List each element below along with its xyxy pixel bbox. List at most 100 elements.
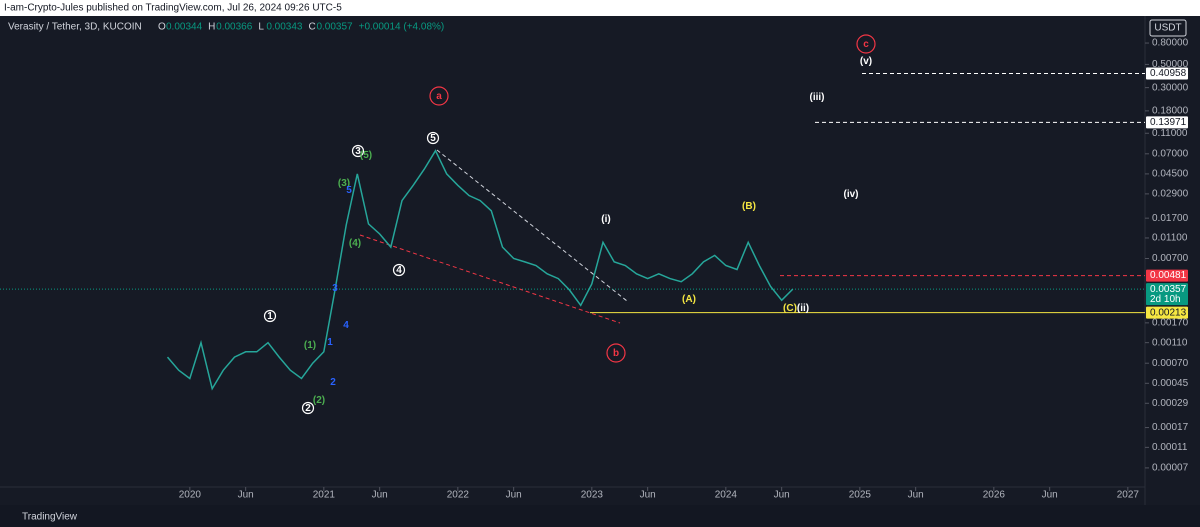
- annotation: 3: [332, 283, 338, 294]
- annotation: (A): [682, 294, 696, 305]
- annotation: 1: [267, 311, 273, 322]
- annotation: c: [863, 39, 869, 50]
- annotation: 2: [330, 377, 336, 388]
- ohlc-name: C: [308, 22, 315, 33]
- footer-bar: [0, 505, 1200, 527]
- annotation: (iii): [810, 92, 825, 103]
- price-tag-label: 0.13971: [1150, 117, 1187, 128]
- x-tick-label: Jun: [1042, 490, 1058, 501]
- y-tick-label: 0.07000: [1152, 148, 1189, 159]
- x-tick-label: 2022: [447, 490, 470, 501]
- annotation-circle: [351, 144, 365, 158]
- annotation-circle: [429, 86, 449, 106]
- annotation-circle: [392, 263, 406, 277]
- ohlc-value: 0.00366: [216, 22, 253, 33]
- annotation: (2): [313, 395, 325, 406]
- symbol: Verasity / Tether, 3D, KUCOIN: [8, 22, 142, 33]
- x-tick-label: 2025: [849, 490, 872, 501]
- y-tick-label: 0.00045: [1152, 378, 1189, 389]
- y-tick-label: 0.50000: [1152, 59, 1189, 70]
- y-tick-label: 0.00170: [1152, 318, 1189, 329]
- ohlc-value: 0.00357: [316, 22, 353, 33]
- price-tag: [1146, 116, 1188, 129]
- annotation: (B): [742, 201, 756, 212]
- annotation-circle: [606, 343, 626, 363]
- y-tick-label: 0.11000: [1152, 128, 1188, 139]
- y-tick-label: 0.00110: [1152, 337, 1188, 348]
- annotation: (i): [601, 214, 610, 225]
- annotation: (iv): [844, 189, 859, 200]
- price-tag-label: 0.00213: [1150, 307, 1187, 318]
- ohlc-name: H: [208, 22, 215, 33]
- currency: USDT: [1154, 23, 1181, 34]
- brand: TradingView: [22, 512, 78, 523]
- chart-bg: [0, 16, 1200, 505]
- x-tick-label: 2026: [983, 490, 1006, 501]
- price-tag-label: 0.40958: [1150, 68, 1187, 79]
- annotation: 5: [430, 133, 436, 144]
- annotation: (5): [360, 150, 372, 161]
- price-tag: [1146, 283, 1188, 306]
- x-tick-label: 2024: [715, 490, 738, 501]
- annotation-circle: [856, 34, 876, 54]
- y-tick-label: 0.00700: [1152, 253, 1189, 264]
- annotation: 2: [305, 403, 311, 414]
- ohlc-value: 0.00344: [166, 22, 203, 33]
- x-tick-label: 2021: [313, 490, 336, 501]
- x-tick-label: Jun: [908, 490, 924, 501]
- y-tick-label: 0.00007: [1152, 463, 1189, 474]
- annotation: (1): [304, 340, 316, 351]
- ohlc-name: L: [258, 22, 264, 33]
- header-bar: [0, 0, 1200, 16]
- y-tick-label: 0.00070: [1152, 358, 1189, 369]
- x-tick-label: Jun: [372, 490, 388, 501]
- x-tick-label: Jun: [640, 490, 656, 501]
- y-tick-label: 0.30000: [1152, 82, 1189, 93]
- annotation: a: [436, 91, 442, 102]
- annotation: (3): [338, 178, 350, 189]
- x-tick-label: 2020: [179, 490, 202, 501]
- price-tag: [1146, 67, 1188, 80]
- y-tick-label: 0.00017: [1152, 422, 1189, 433]
- x-tick-label: Jun: [774, 490, 790, 501]
- annotation: 5: [346, 185, 352, 196]
- y-tick-label: 0.80000: [1152, 38, 1189, 49]
- price-tag-label: 0.00481: [1150, 270, 1187, 281]
- annotation: (ii): [797, 303, 809, 314]
- x-tick-label: Jun: [506, 490, 522, 501]
- price-tag-label: 0.00357: [1150, 284, 1187, 295]
- annotation: (C): [783, 303, 797, 314]
- y-tick-label: 0.00029: [1152, 398, 1189, 409]
- annotation: 4: [343, 320, 349, 331]
- ohlc-name: O: [158, 22, 166, 33]
- price-tag: [1146, 269, 1188, 282]
- annotation: (v): [860, 56, 872, 67]
- price-tag: [1146, 306, 1188, 319]
- annotation: 3: [355, 146, 361, 157]
- annotation-circle: [426, 131, 440, 145]
- trend-line: [359, 234, 621, 324]
- y-tick-label: 0.01700: [1152, 213, 1189, 224]
- price-line: [166, 149, 794, 391]
- annotation: (4): [349, 238, 361, 249]
- x-tick-label: 2027: [1117, 490, 1140, 501]
- annotation: 1: [327, 337, 333, 348]
- y-tick-label: 0.00011: [1152, 442, 1188, 453]
- annotation-circle: [301, 401, 315, 415]
- trend-line: [436, 149, 628, 302]
- y-tick-label: 0.18000: [1152, 106, 1189, 117]
- x-tick-label: Jun: [238, 490, 254, 501]
- ohlc-value: 0.00343: [266, 22, 303, 33]
- countdown: 2d 10h: [1150, 294, 1181, 305]
- y-tick-label: 0.04500: [1152, 169, 1189, 180]
- annotation: b: [613, 348, 619, 359]
- ohlc-change: +0.00014 (+4.08%): [359, 22, 445, 33]
- annotation-circle: [263, 309, 277, 323]
- y-tick-label: 0.02900: [1152, 189, 1189, 200]
- y-tick-label: 0.01100: [1152, 233, 1188, 244]
- publisher: I-am-Crypto-Jules published on TradingVi…: [4, 3, 342, 14]
- currency-box: [1149, 19, 1187, 37]
- x-tick-label: 2023: [581, 490, 604, 501]
- annotation: 4: [396, 265, 402, 276]
